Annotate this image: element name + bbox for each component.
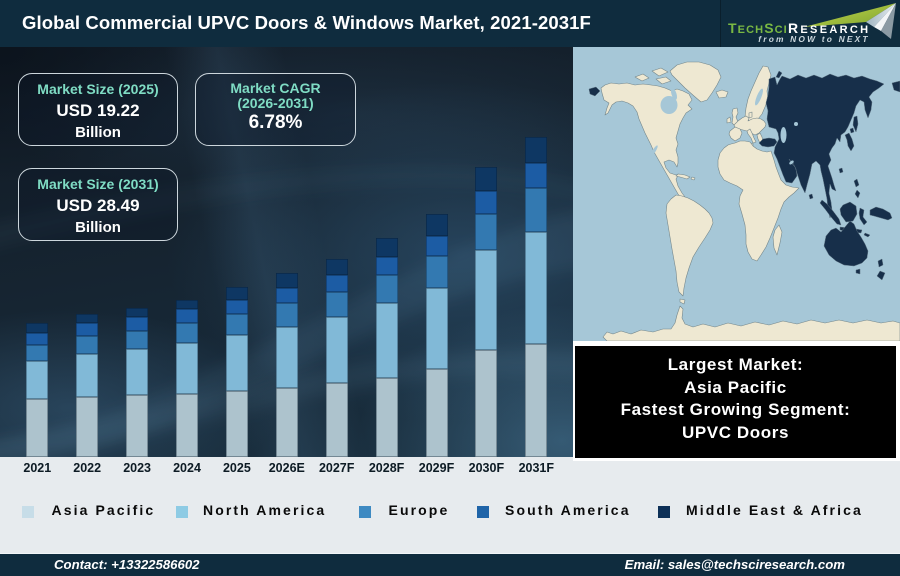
svg-text:TECHSCI: TECHSCI	[728, 20, 788, 36]
svg-text:RESEARCH: RESEARCH	[788, 20, 870, 36]
svg-text:from NOW to NEXT: from NOW to NEXT	[758, 34, 870, 44]
